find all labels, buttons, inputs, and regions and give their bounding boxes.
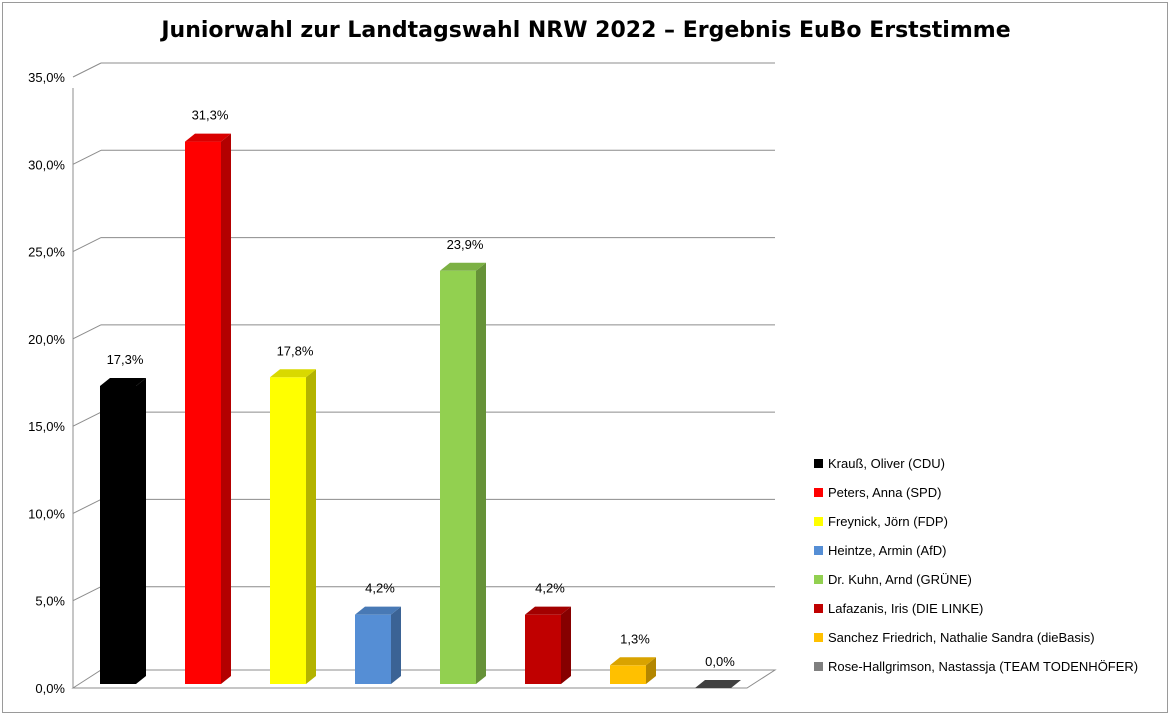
grid-layer	[72, 62, 775, 602]
legend-label: Dr. Kuhn, Arnd (GRÜNE)	[828, 572, 972, 587]
data-label: 4,2%	[365, 581, 395, 596]
data-label: 17,8%	[277, 343, 314, 358]
data-label: 31,3%	[192, 108, 229, 123]
y-tick-label: 15,0%	[28, 419, 65, 434]
data-label: 17,3%	[107, 352, 144, 367]
legend-label: Peters, Anna (SPD)	[828, 485, 942, 500]
gridline-depth	[72, 586, 102, 602]
legend-label: Rose-Hallgrimson, Nastassja (TEAM TODENH…	[828, 659, 1139, 674]
bar	[355, 606, 401, 684]
legend-item: Dr. Kuhn, Arnd (GRÜNE)	[814, 565, 1164, 594]
axis-layer	[71, 88, 777, 689]
y-tick-label: 0,0%	[35, 681, 65, 696]
legend-swatch	[814, 662, 823, 671]
legend-swatch	[814, 546, 823, 555]
legend-item: Lafazanis, Iris (DIE LINKE)	[814, 594, 1164, 623]
legend-item: Peters, Anna (SPD)	[814, 478, 1164, 507]
gridline-depth	[72, 324, 102, 340]
legend-swatch	[814, 575, 823, 584]
bar	[100, 377, 146, 684]
bar	[185, 133, 231, 684]
y-tick-label: 10,0%	[28, 506, 65, 521]
bar-layer	[100, 133, 741, 688]
bar	[525, 606, 571, 684]
bar	[610, 657, 656, 684]
legend-swatch	[814, 604, 823, 613]
legend-swatch	[814, 488, 823, 497]
gridline-depth	[72, 411, 102, 427]
legend-label: Heintze, Armin (AfD)	[828, 543, 947, 558]
y-tick-label: 25,0%	[28, 245, 65, 260]
label-layer: 0,0% 5,0% 10,0% 15,0% 20,0% 25,0% 30,0% 35,0% 17…	[28, 70, 735, 696]
legend-item: Sanchez Friedrich, Nathalie Sandra (dieB…	[814, 623, 1164, 652]
legend-swatch	[814, 517, 823, 526]
legend-item: Heintze, Armin (AfD)	[814, 536, 1164, 565]
gridline-depth	[72, 149, 102, 165]
bar	[270, 369, 316, 684]
gridline-depth	[72, 62, 102, 78]
legend-label: Freynick, Jörn (FDP)	[828, 514, 948, 529]
y-tick-label: 5,0%	[35, 594, 65, 609]
bar	[440, 262, 486, 684]
legend: Krauß, Oliver (CDU) Peters, Anna (SPD) Fre…	[814, 449, 1164, 681]
legend-item: Freynick, Jörn (FDP)	[814, 507, 1164, 536]
data-label: 0,0%	[705, 654, 735, 669]
legend-item: Krauß, Oliver (CDU)	[814, 449, 1164, 478]
chart-title: Juniorwahl zur Landtagswahl NRW 2022 – E…	[161, 18, 1011, 43]
data-label: 4,2%	[535, 581, 565, 596]
chart-floor	[71, 669, 777, 689]
bar	[695, 680, 741, 688]
data-label: 23,9%	[447, 237, 484, 252]
legend-swatch	[814, 459, 823, 468]
gridline-depth	[72, 498, 102, 514]
gridline-depth	[72, 237, 102, 253]
legend-item: Rose-Hallgrimson, Nastassja (TEAM TODENH…	[814, 652, 1164, 681]
data-label: 1,3%	[620, 631, 650, 646]
legend-label: Lafazanis, Iris (DIE LINKE)	[828, 601, 984, 616]
legend-label: Sanchez Friedrich, Nathalie Sandra (dieB…	[828, 630, 1095, 645]
legend-swatch	[814, 633, 823, 642]
y-tick-label: 20,0%	[28, 332, 65, 347]
y-tick-label: 35,0%	[28, 70, 65, 85]
legend-label: Krauß, Oliver (CDU)	[828, 456, 946, 471]
y-tick-label: 30,0%	[28, 157, 65, 172]
